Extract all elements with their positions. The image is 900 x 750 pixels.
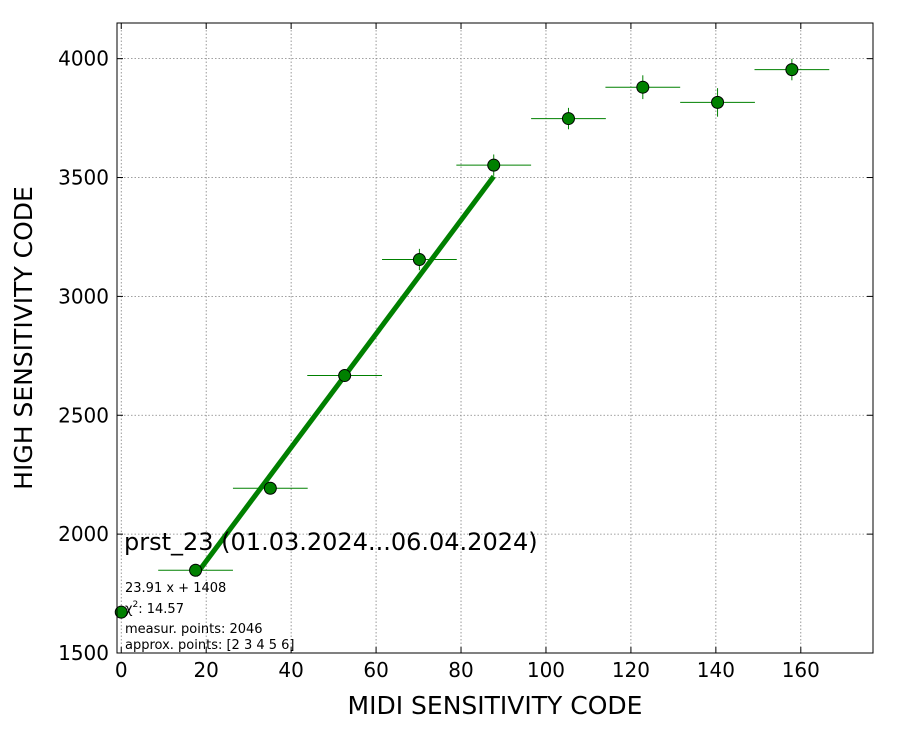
x-tick-label: 100 <box>527 658 565 682</box>
y-tick-label: 4000 <box>58 47 109 71</box>
data-point <box>561 112 575 126</box>
data-point <box>412 253 426 267</box>
data-point <box>487 158 501 172</box>
y-tick-label: 3500 <box>58 166 109 190</box>
approx-points: approx. points: [2 3 4 5 6] <box>125 638 295 653</box>
y-axis-label: HIGH SENSITIVITY CODE <box>9 186 38 490</box>
y-tick-label: 1500 <box>58 641 109 665</box>
y-tick-label: 2000 <box>58 522 109 546</box>
x-tick-label: 0 <box>115 658 128 682</box>
x-tick-label: 120 <box>612 658 650 682</box>
ticks: 0 20 40 60 80 100 120 140 160 1500 2000 2500 3000 350… <box>58 23 873 682</box>
fit-equation: 23.91 x + 1408 <box>125 581 226 596</box>
x-tick-label: 80 <box>448 658 473 682</box>
plot-area <box>117 23 873 653</box>
chi2-annotation: χ2: 14.57 <box>125 600 184 617</box>
measured-points: measur. points: 2046 <box>125 622 263 637</box>
y-tick-label: 3000 <box>58 284 109 308</box>
chi2-value: : 14.57 <box>138 602 184 617</box>
data-points <box>114 63 799 619</box>
chart-title: prst_23 (01.03.2024...06.04.2024) <box>124 528 538 556</box>
data-point <box>636 80 650 94</box>
data-point <box>189 563 203 577</box>
y-tick-label: 2500 <box>58 403 109 427</box>
chi2-symbol: χ <box>125 602 133 617</box>
x-tick-label: 60 <box>363 658 388 682</box>
data-point <box>711 95 725 109</box>
x-tick-label: 140 <box>697 658 735 682</box>
x-tick-label: 160 <box>782 658 820 682</box>
chi2-power: 2 <box>133 600 139 610</box>
x-tick-label: 40 <box>278 658 303 682</box>
plot-frame <box>116 22 874 654</box>
data-point <box>263 481 277 495</box>
data-point <box>785 63 799 77</box>
data-point <box>338 369 352 383</box>
x-tick-label: 20 <box>193 658 218 682</box>
x-axis-label: MIDI SENSITIVITY CODE <box>348 691 643 720</box>
data-point <box>114 605 128 619</box>
